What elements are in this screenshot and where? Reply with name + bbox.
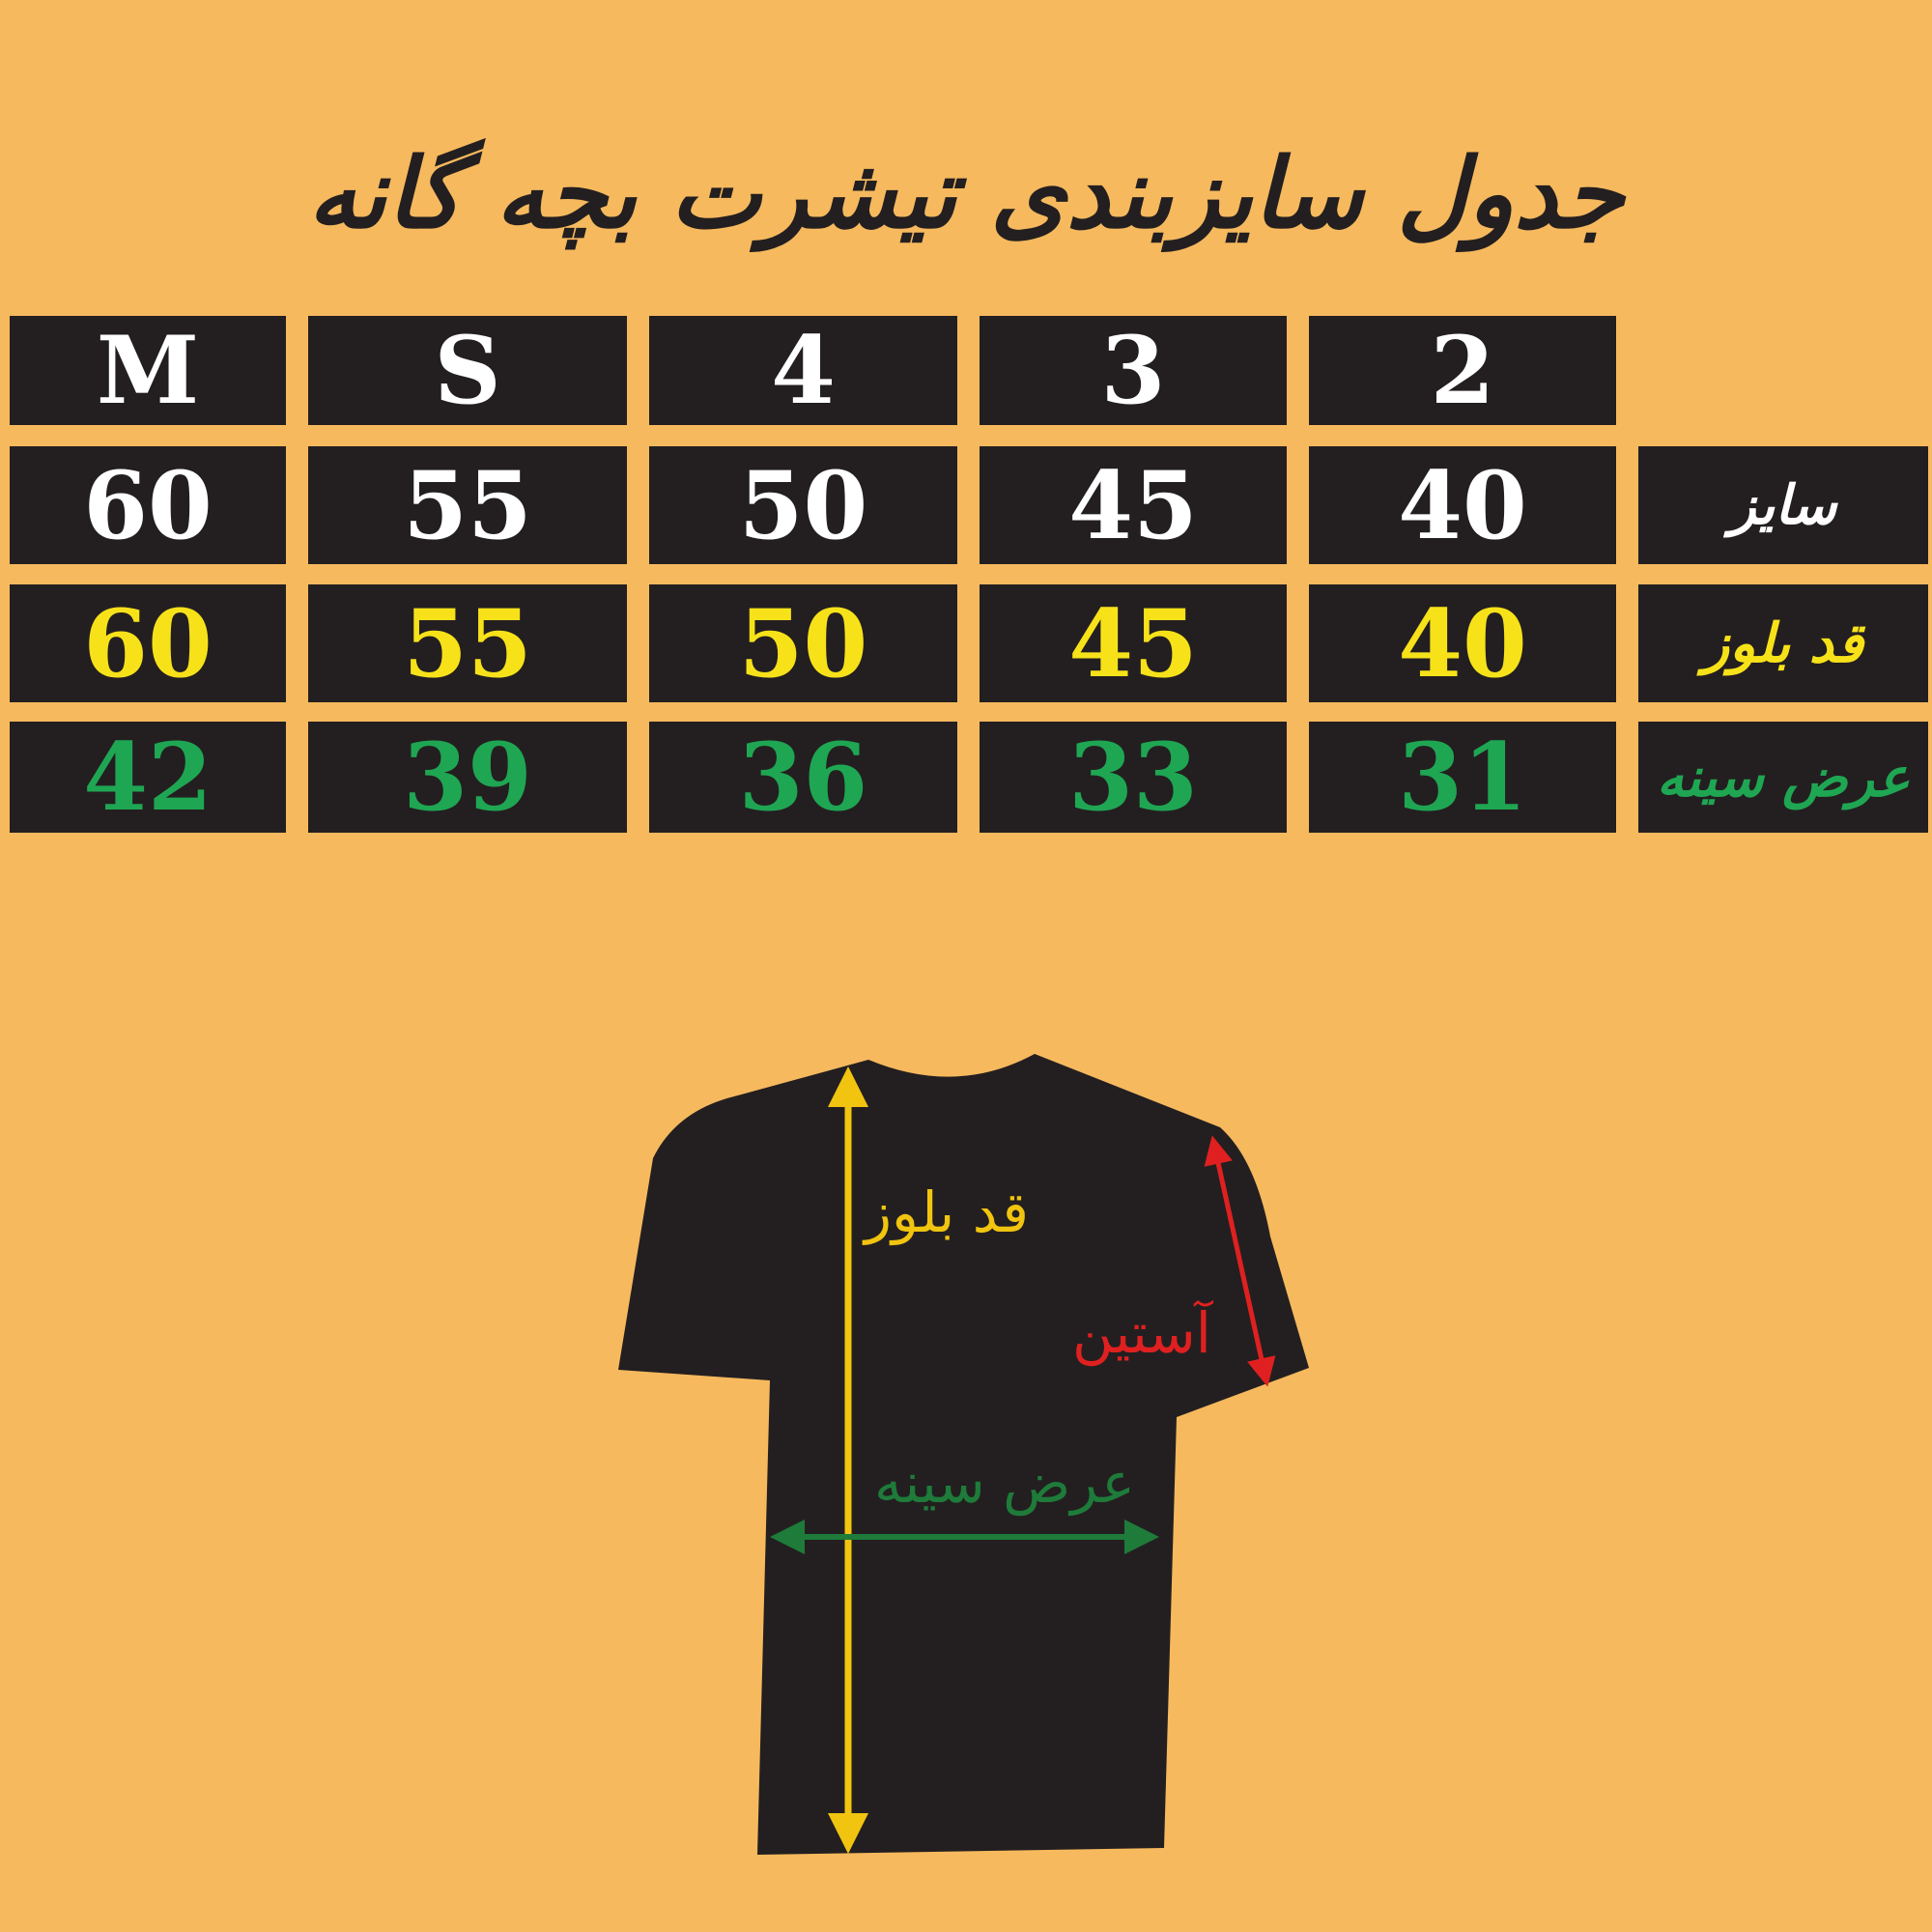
row-label: سایز [1638,446,1928,564]
table-cell-text: 50 [738,588,868,698]
table-cell: 45 [980,584,1287,702]
table-cell: 42 [10,722,286,833]
table-cell-text: 55 [403,450,532,560]
size-header-cell-text: M [96,316,200,425]
table-cell-text: 45 [1068,450,1198,560]
table-cell: 40 [1309,584,1616,702]
chest-label: عرض سینه [874,1450,1135,1516]
table-cell: 60 [10,584,286,702]
table-cell-text: 50 [738,450,868,560]
row-label-text: قد بلوز [1703,611,1863,675]
table-cell: 50 [649,584,957,702]
table-cell-text: 39 [403,723,532,832]
tshirt-shape [618,1054,1309,1855]
table-cell: 36 [649,722,957,833]
table-cell: 39 [308,722,627,833]
table-cell-text: 60 [83,588,213,698]
table-cell: 33 [980,722,1287,833]
size-header-cell-text: 4 [771,316,836,425]
row-label-text: سایز [1729,473,1837,537]
sleeve-label: آستین [1072,1300,1211,1366]
table-cell-text: 45 [1068,588,1198,698]
table-cell-text: 36 [738,723,868,832]
table-cell: 55 [308,584,627,702]
size-header-cell: S [308,316,627,425]
length-label: قد بلوز [865,1179,1029,1245]
size-header-cell: 2 [1309,316,1616,425]
sleeve-arrow [1204,1135,1276,1387]
size-header-cell: 3 [980,316,1287,425]
table-cell-text: 42 [83,723,213,832]
table-cell: 40 [1309,446,1616,564]
table-cell-text: 40 [1398,450,1527,560]
row-label: قد بلوز [1638,584,1928,702]
size-header-cell: M [10,316,286,425]
table-cell-text: 31 [1398,723,1527,832]
table-cell-text: 40 [1398,588,1527,698]
table-cell: 60 [10,446,286,564]
table-cell: 55 [308,446,627,564]
table-cell: 50 [649,446,957,564]
size-header-cell-text: 2 [1430,316,1495,425]
table-cell-text: 55 [403,588,532,698]
table-cell: 45 [980,446,1287,564]
size-header-cell-text: S [434,316,501,425]
size-header-cell: 4 [649,316,957,425]
table-cell-text: 33 [1068,723,1198,832]
table-cell: 31 [1309,722,1616,833]
page-title: جدول سایزبندی تیشرت بچه گانه [307,136,1625,250]
row-label-text: عرض سینه [1656,745,1911,810]
table-cell-text: 60 [83,450,213,560]
size-header-cell-text: 3 [1100,316,1166,425]
row-label: عرض سینه [1638,722,1928,833]
